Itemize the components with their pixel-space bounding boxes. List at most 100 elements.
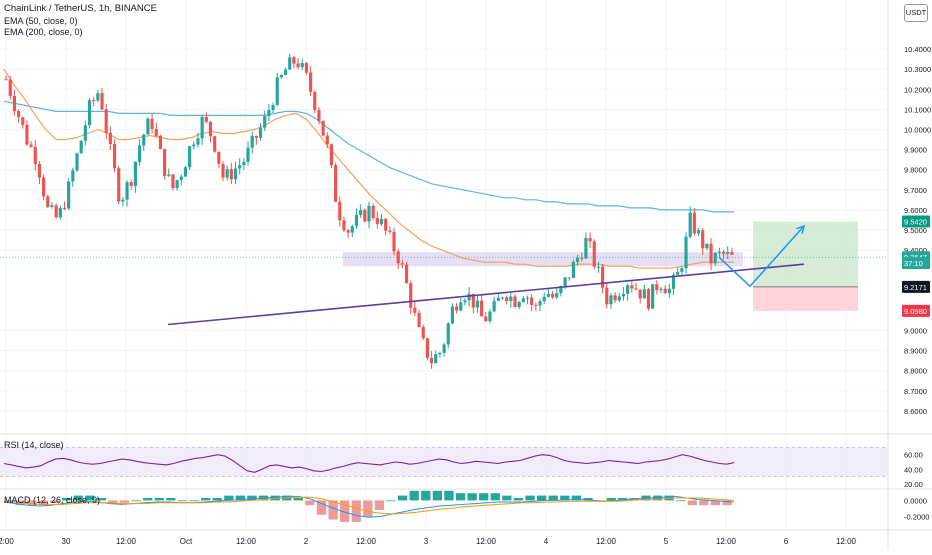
rsi-legend[interactable]: RSI (14, close) bbox=[4, 440, 64, 450]
price-label-text: 37:10 bbox=[904, 259, 923, 268]
candle-body bbox=[288, 57, 292, 70]
candle-body bbox=[596, 266, 601, 268]
candle-body bbox=[25, 124, 29, 145]
macd-histogram-bar bbox=[676, 500, 686, 502]
price-tick-label: 8.8000 bbox=[904, 367, 927, 376]
macd-histogram-bar bbox=[397, 495, 408, 501]
candle-body bbox=[208, 121, 213, 137]
macd-histogram-bar bbox=[432, 490, 442, 501]
candle-body bbox=[271, 105, 275, 111]
candle-body bbox=[250, 135, 254, 148]
candle-body bbox=[158, 135, 163, 150]
candle-body bbox=[192, 144, 196, 147]
time-tick-label: Oct bbox=[180, 537, 193, 546]
candle-body bbox=[213, 136, 217, 152]
candle-body bbox=[29, 144, 33, 147]
macd-histogram-bar bbox=[409, 490, 419, 501]
candle-body bbox=[325, 135, 329, 145]
time-tick-label: 4 bbox=[544, 537, 549, 546]
candle-body bbox=[8, 79, 12, 96]
macd-histogram-bar bbox=[455, 493, 466, 501]
candle-body bbox=[4, 79, 8, 81]
ema200-legend[interactable]: EMA (200, close, 0) bbox=[4, 27, 83, 37]
candle-body bbox=[463, 300, 467, 303]
candle-body bbox=[505, 297, 509, 302]
candle-body bbox=[517, 301, 521, 307]
candle-body bbox=[642, 289, 646, 299]
candle-body bbox=[246, 147, 250, 162]
candle-body bbox=[605, 287, 609, 305]
macd-histogram-bar bbox=[722, 500, 732, 506]
candle-body bbox=[455, 306, 459, 311]
candle-body bbox=[442, 344, 446, 353]
candle-body bbox=[42, 177, 46, 197]
macd-histogram-bar bbox=[687, 500, 697, 506]
macd-histogram-bar bbox=[73, 495, 83, 501]
macd-histogram-bar bbox=[247, 495, 257, 501]
candle-body bbox=[617, 296, 621, 301]
candle-body bbox=[304, 63, 309, 73]
price-label-badge bbox=[902, 257, 930, 270]
candle-body bbox=[409, 283, 413, 308]
candle-body bbox=[701, 230, 705, 249]
candle-body bbox=[692, 212, 696, 234]
candle-body bbox=[630, 285, 634, 289]
time-tick-label: 12:00 bbox=[116, 537, 137, 546]
candle-body bbox=[150, 118, 154, 129]
candle-body bbox=[296, 63, 300, 68]
macd-signal-line bbox=[3, 496, 735, 515]
drawing-tools bbox=[0, 224, 888, 326]
macd-histogram-bar bbox=[421, 490, 431, 501]
rsi-pane: 60.00 40.00 20.00 bbox=[0, 447, 923, 489]
candle-body bbox=[446, 323, 450, 345]
macd-histogram-bar bbox=[386, 500, 396, 502]
candle-body bbox=[601, 266, 605, 288]
macd-legend[interactable]: MACD (12, 26, close, 9) bbox=[4, 495, 101, 505]
candle-body bbox=[363, 209, 367, 222]
macd-histogram-bar bbox=[131, 500, 141, 502]
macd-histogram-bar bbox=[571, 495, 582, 501]
candle-body bbox=[92, 100, 96, 102]
candle-body bbox=[121, 199, 125, 202]
symbol-legend[interactable]: ChainLink / TetherUS, 1h, BINANCE bbox=[4, 3, 157, 14]
candle-body bbox=[392, 231, 396, 252]
candle-body bbox=[200, 116, 204, 139]
candle-body bbox=[425, 338, 429, 358]
candle-body bbox=[275, 77, 279, 106]
candle-body bbox=[659, 288, 663, 291]
candle-body bbox=[538, 301, 542, 306]
candle-body bbox=[62, 208, 67, 210]
currency-unit-button[interactable]: USDT bbox=[904, 4, 928, 22]
macd-histogram-bar bbox=[699, 500, 709, 506]
candle-body bbox=[475, 300, 480, 308]
candle-body bbox=[396, 251, 400, 264]
price-label-badge bbox=[902, 280, 930, 293]
candle-body bbox=[254, 135, 258, 138]
candle-body bbox=[492, 300, 496, 312]
macd-histogram-bar bbox=[96, 498, 106, 501]
macd-histogram-bar bbox=[490, 493, 500, 501]
candle-body bbox=[421, 327, 425, 339]
candle-body bbox=[258, 127, 263, 138]
candle-body bbox=[125, 182, 129, 200]
candle-body bbox=[513, 296, 517, 307]
macd-histogram-bar bbox=[537, 495, 547, 501]
candle-body bbox=[267, 110, 271, 117]
candle-body bbox=[546, 294, 550, 297]
candle-body bbox=[171, 174, 175, 189]
price-label-badge bbox=[902, 215, 930, 228]
price-tick-label: 9.9000 bbox=[904, 146, 927, 155]
candle-body bbox=[496, 297, 500, 301]
candle-body bbox=[550, 294, 555, 298]
candle-body bbox=[163, 149, 167, 176]
candle-body bbox=[521, 298, 525, 302]
price-tick-label: 10.2000 bbox=[904, 85, 931, 94]
candle-body bbox=[384, 218, 388, 231]
price-tick-label: 9.8000 bbox=[904, 166, 927, 175]
macd-histogram-bar bbox=[374, 500, 385, 510]
macd-histogram-bar bbox=[50, 500, 60, 503]
candle-body bbox=[676, 271, 680, 275]
ema50-legend[interactable]: EMA (50, close, 0) bbox=[4, 16, 78, 26]
price-tick-label: 10.0000 bbox=[904, 125, 931, 134]
